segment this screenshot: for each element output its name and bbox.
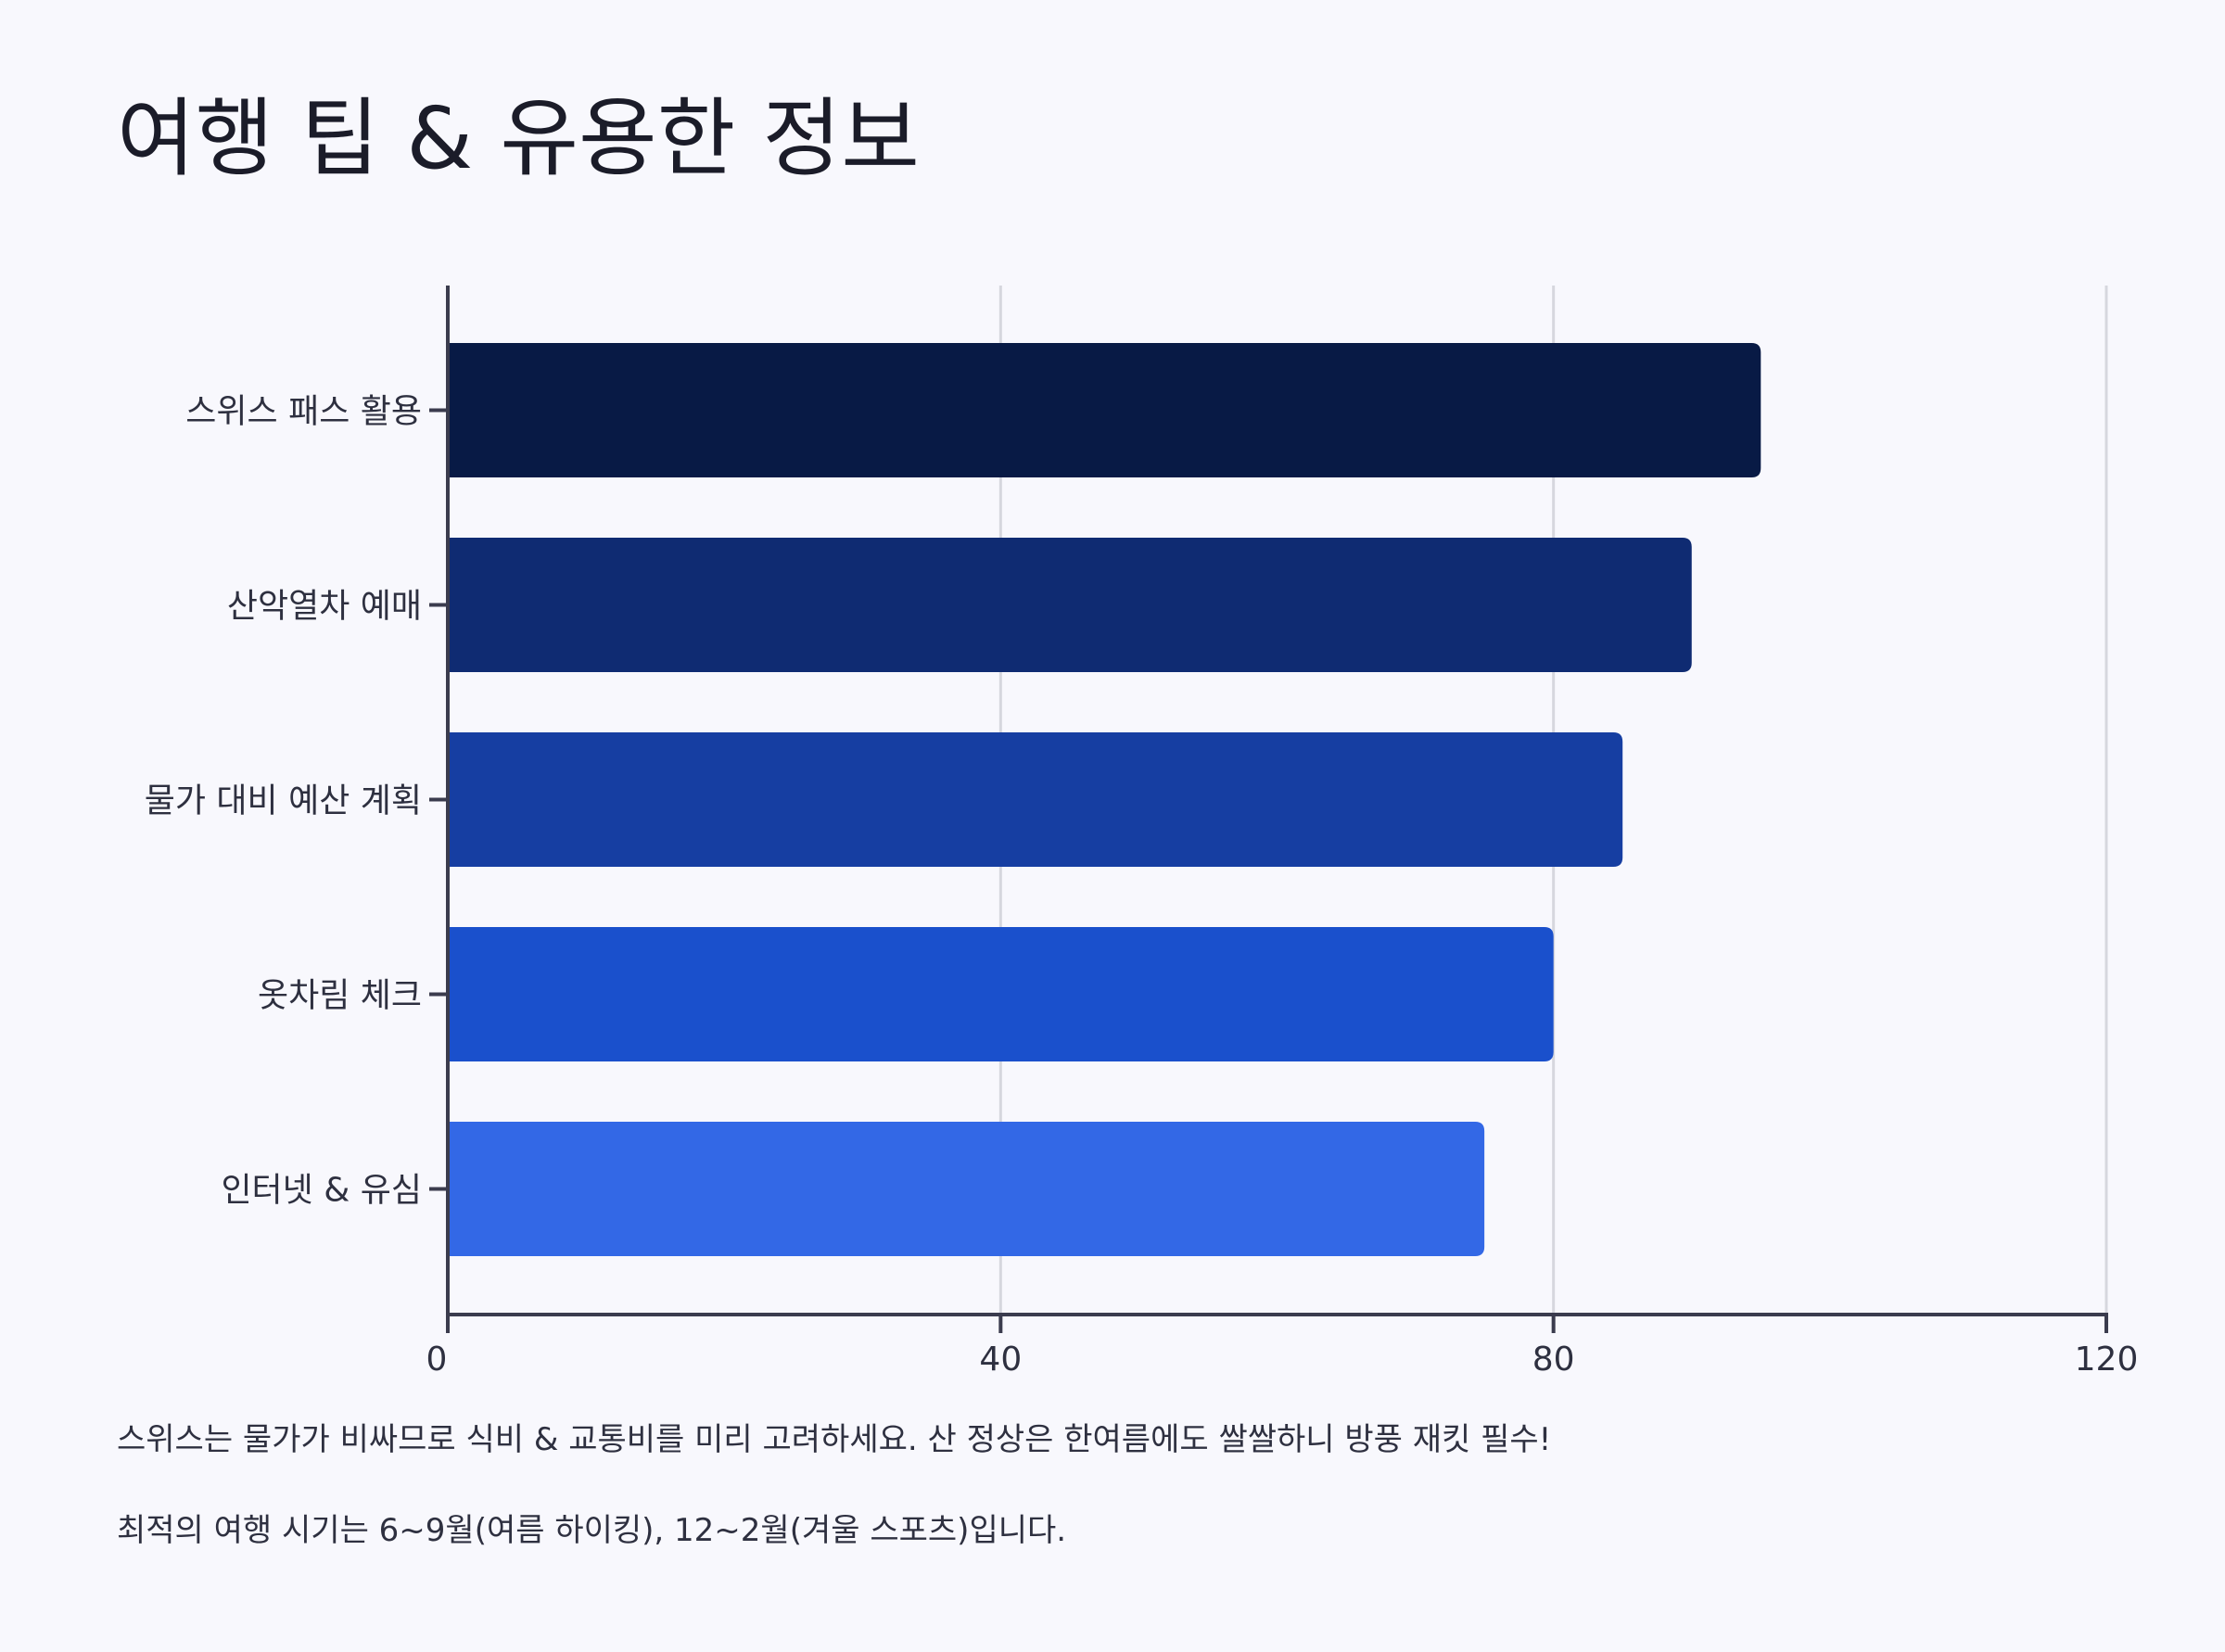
x-tick-label-120: 120 [2075, 1341, 2139, 1379]
chart-title: 여행 팁 & 유용한 정보 [117, 89, 920, 188]
footnote-best-season: 최적의 여행 시기는 6~9월(여름 하이킹), 12~2월(겨울 스포츠)입니… [117, 1512, 1067, 1549]
bar-1 [448, 343, 1761, 477]
bar-2 [448, 538, 1692, 672]
axes [429, 286, 2108, 1333]
footnote-budget-tip: 스위스는 물가가 비싸므로 식비 & 교통비를 미리 고려하세요. 산 정상은 … [117, 1421, 1552, 1458]
bars [448, 343, 1761, 1256]
x-tick-label-80: 80 [1532, 1341, 1575, 1379]
x-tick-label-40: 40 [979, 1341, 1022, 1379]
category-label-4: 옷차림 체크 [258, 977, 422, 1015]
category-label-1: 스위스 패스 활용 [185, 393, 422, 431]
category-label-3: 물가 대비 예산 계획 [145, 782, 422, 820]
bar-5 [448, 1122, 1485, 1256]
x-tick-label-0: 0 [426, 1341, 448, 1379]
category-label-2: 산악열차 예매 [227, 588, 422, 626]
category-label-5: 인터넷 & 유심 [221, 1172, 422, 1210]
bar-4 [448, 927, 1554, 1061]
bar-3 [448, 732, 1623, 867]
